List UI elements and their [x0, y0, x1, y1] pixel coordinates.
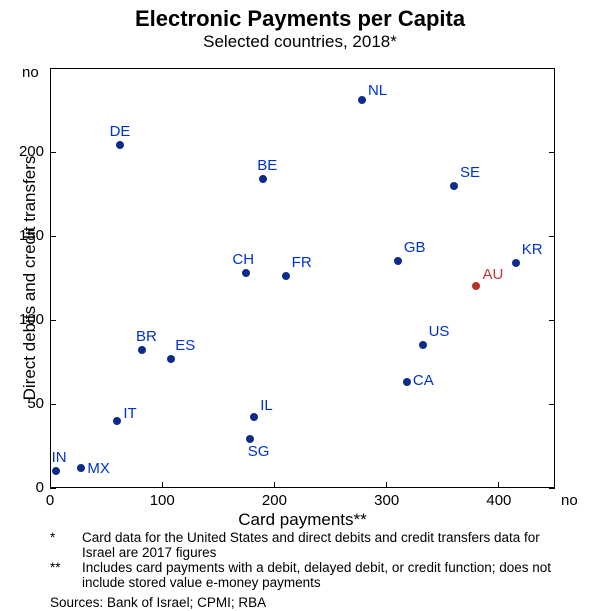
y-tick — [549, 236, 555, 237]
data-point — [419, 341, 427, 349]
data-point — [358, 96, 366, 104]
y-corner-label: no — [22, 64, 39, 81]
y-tick-label: 150 — [4, 227, 44, 244]
chart-border — [554, 68, 555, 488]
data-point-label: SE — [460, 164, 480, 181]
y-tick — [50, 488, 56, 489]
data-point — [242, 269, 250, 277]
x-axis-label: Card payments** — [50, 510, 555, 530]
data-point-label: SG — [248, 443, 270, 460]
y-tick — [50, 152, 56, 153]
data-point — [472, 282, 480, 290]
data-point-label: KR — [522, 241, 543, 258]
data-point-label: GB — [404, 239, 426, 256]
y-tick — [549, 320, 555, 321]
chart-border — [50, 68, 555, 69]
y-tick — [549, 404, 555, 405]
chart-subtitle: Selected countries, 2018* — [0, 32, 600, 52]
x-tick — [498, 482, 499, 488]
data-point-label: AU — [482, 266, 503, 283]
data-point — [246, 435, 254, 443]
x-tick — [50, 482, 51, 488]
y-tick-label: 100 — [4, 311, 44, 328]
data-point — [512, 259, 520, 267]
y-tick — [50, 236, 56, 237]
x-tick-label: 200 — [262, 492, 287, 509]
y-tick — [50, 320, 56, 321]
data-point-label: CH — [232, 251, 254, 268]
footnote: **Includes card payments with a debit, d… — [50, 560, 560, 590]
data-point-label: ES — [175, 337, 195, 354]
chart-border — [50, 68, 51, 488]
footnote-marker: ** — [50, 560, 82, 575]
data-point-label: IT — [123, 405, 136, 422]
footnote-text: Includes card payments with a debit, del… — [82, 560, 560, 590]
x-tick-label: 100 — [150, 492, 175, 509]
data-point-label: BR — [136, 328, 157, 345]
footnote-marker: * — [50, 530, 82, 545]
y-tick-label: 200 — [4, 143, 44, 160]
data-point — [77, 464, 85, 472]
data-point — [282, 272, 290, 280]
data-point — [259, 175, 267, 183]
x-tick — [386, 482, 387, 488]
x-tick-label: 400 — [486, 492, 511, 509]
data-point-label: CA — [413, 372, 434, 389]
data-point — [113, 417, 121, 425]
footnote: *Card data for the United States and dir… — [50, 530, 560, 560]
data-point-label: US — [429, 323, 450, 340]
data-point-label: IN — [52, 449, 67, 466]
y-tick-label: 50 — [4, 395, 44, 412]
data-point — [450, 182, 458, 190]
footnotes: *Card data for the United States and dir… — [50, 530, 560, 590]
data-point — [394, 257, 402, 265]
data-point — [250, 413, 258, 421]
footnote-text: Card data for the United States and dire… — [82, 530, 560, 560]
data-point — [167, 355, 175, 363]
x-corner-label: no — [561, 492, 578, 509]
x-tick-label: 300 — [374, 492, 399, 509]
data-point-label: IL — [260, 397, 273, 414]
y-tick-label: 0 — [4, 479, 44, 496]
y-tick — [549, 152, 555, 153]
x-tick — [162, 482, 163, 488]
data-point — [116, 141, 124, 149]
data-point — [138, 346, 146, 354]
y-tick — [50, 404, 56, 405]
x-tick-label: 0 — [46, 492, 54, 509]
sources: Sources: Bank of Israel; CPMI; RBA — [50, 595, 560, 610]
data-point-label: NL — [368, 82, 387, 99]
data-point — [403, 378, 411, 386]
data-point-label: MX — [87, 460, 110, 477]
data-point-label: DE — [110, 123, 131, 140]
data-point-label: FR — [292, 254, 312, 271]
chart-title: Electronic Payments per Capita — [0, 6, 600, 32]
chart-border — [50, 487, 555, 488]
data-point-label: BE — [257, 157, 277, 174]
y-tick — [549, 488, 555, 489]
y-axis-label: Direct debits and credit transfers — [20, 68, 40, 488]
x-tick — [274, 482, 275, 488]
data-point — [52, 467, 60, 475]
